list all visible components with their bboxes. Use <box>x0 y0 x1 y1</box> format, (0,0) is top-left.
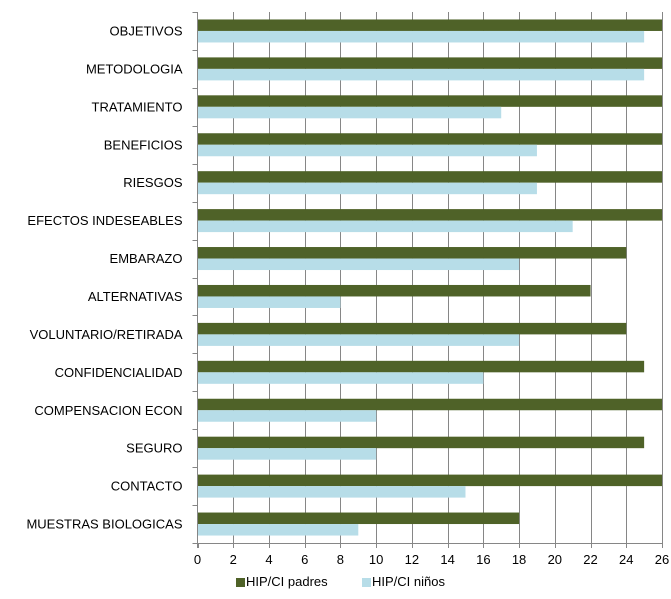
category-label-3: BENEFICIOS <box>104 137 183 152</box>
bar-padres-8 <box>197 322 627 335</box>
bar-ninos-12 <box>197 486 466 498</box>
bar-padres-2 <box>197 95 662 107</box>
category-labels: OBJETIVOS METODOLOGIA TRATAMIENTO BENEFICIO… <box>26 23 182 531</box>
category-label-9: CONFIDENCIALIDAD <box>55 365 183 380</box>
bar-padres-11 <box>197 436 645 449</box>
bar-ninos-1 <box>197 68 645 81</box>
category-label-2: TRATAMIENTO <box>92 99 183 114</box>
x-tick-label-14: 14 <box>440 552 454 567</box>
bar-ninos-8 <box>197 334 520 346</box>
x-tick-label-12: 12 <box>405 552 419 567</box>
category-label-13: MUESTRAS BIOLOGICAS <box>26 517 182 532</box>
bar-ninos-2 <box>197 106 502 119</box>
category-label-4: RIESGOS <box>123 175 183 190</box>
bar-padres-1 <box>197 57 662 69</box>
legend-label-ninos: HIP/CI niños <box>372 574 445 589</box>
bar-padres-7 <box>197 284 591 297</box>
bar-padres-0 <box>197 19 662 31</box>
bar-ninos-13 <box>197 524 359 536</box>
bar-padres-13 <box>197 512 520 525</box>
bar-padres-6 <box>197 247 627 259</box>
category-label-6: EMBARAZO <box>110 251 183 266</box>
bar-ninos-5 <box>197 220 573 233</box>
bar-ninos-6 <box>197 258 520 271</box>
x-tick-label-10: 10 <box>369 552 383 567</box>
bar-padres-4 <box>197 171 662 183</box>
bar-ninos-4 <box>197 182 537 195</box>
bar-ninos-9 <box>197 372 484 384</box>
x-tick-label-26: 26 <box>655 552 669 567</box>
category-label-7: ALTERNATIVAS <box>88 289 183 304</box>
x-tick-label-18: 18 <box>512 552 526 567</box>
x-tick-label-2: 2 <box>230 552 237 567</box>
bar-padres-10 <box>197 398 662 411</box>
legend: HIP/CI padres HIP/CI niños <box>236 574 445 589</box>
x-tick-label-20: 20 <box>548 552 562 567</box>
x-tick-label-8: 8 <box>337 552 344 567</box>
x-tick-label-24: 24 <box>619 552 633 567</box>
legend-swatch-ninos <box>362 578 371 587</box>
x-tick-label-0: 0 <box>194 552 201 567</box>
bar-padres-3 <box>197 133 662 145</box>
x-tick-labels: 0 2 4 6 8 10 12 14 16 18 20 22 24 26 <box>194 552 669 567</box>
bar-ninos-7 <box>197 296 341 308</box>
bar-padres-5 <box>197 209 662 221</box>
x-tick-label-4: 4 <box>265 552 272 567</box>
category-label-5: EFECTOS INDESEABLES <box>27 213 182 228</box>
legend-label-padres: HIP/CI padres <box>246 574 328 589</box>
bar-padres-9 <box>197 360 645 373</box>
category-label-12: CONTACTO <box>111 479 183 494</box>
category-label-8: VOLUNTARIO/RETIRADA <box>30 327 183 342</box>
category-label-11: SEGURO <box>126 441 182 456</box>
bar-ninos-11 <box>197 448 377 460</box>
bars <box>197 19 662 536</box>
bar-ninos-3 <box>197 144 537 157</box>
legend-swatch-padres <box>236 578 245 587</box>
gridlines <box>233 12 663 543</box>
axes <box>192 12 663 548</box>
x-tick-label-6: 6 <box>301 552 308 567</box>
category-label-1: METODOLOGIA <box>86 61 183 76</box>
x-tick-label-22: 22 <box>583 552 597 567</box>
category-label-10: COMPENSACION ECON <box>34 403 182 418</box>
bar-ninos-10 <box>197 410 377 422</box>
bar-padres-12 <box>197 474 662 487</box>
bar-ninos-0 <box>197 30 645 43</box>
category-label-0: OBJETIVOS <box>110 23 183 38</box>
x-tick-label-16: 16 <box>476 552 490 567</box>
